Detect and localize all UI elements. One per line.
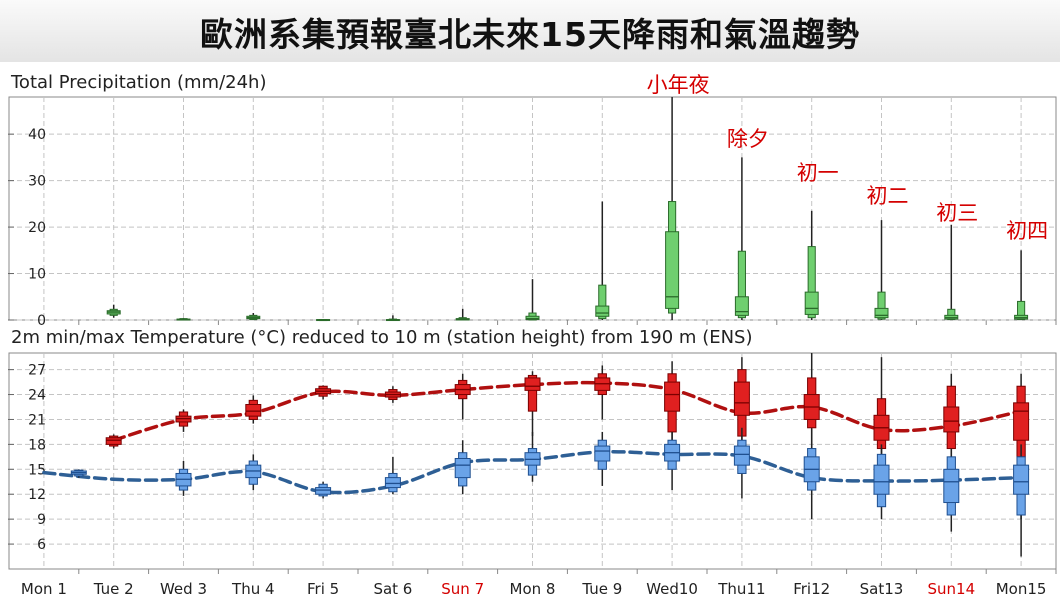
x-tick-label: Mon15 xyxy=(996,580,1047,596)
temp-min-box-inner xyxy=(943,468,960,504)
precip-annotation-label: 初一 xyxy=(797,161,839,185)
precip-annotation-label: 初三 xyxy=(936,201,978,225)
temp-y-tick-label: 24 xyxy=(28,388,46,404)
temp-y-tick-label: 6 xyxy=(37,537,46,553)
temperature-chart: 6 9 12 15 18 21 24 27 2m min/max Temperature (°C… xyxy=(8,327,1057,596)
precip-box-inner xyxy=(734,296,749,316)
precip-chart-title: Total Precipitation (mm/24h) xyxy=(10,72,266,93)
temp-max-box-outer xyxy=(527,374,538,412)
precip-box-inner xyxy=(804,291,819,315)
title-bar xyxy=(0,0,1060,62)
precip-y-tick-label: 30 xyxy=(28,174,46,190)
temp-min-box-inner xyxy=(733,445,750,466)
x-tick-label: Sat13 xyxy=(860,580,904,596)
x-tick-label: Sun14 xyxy=(927,580,975,596)
precip-box-outer xyxy=(877,291,886,320)
precip-box-inner xyxy=(874,307,889,319)
temp-max-box-inner xyxy=(664,381,681,412)
x-tick-label: Mon 8 xyxy=(510,580,556,596)
precip-y-tick-label: 0 xyxy=(37,313,46,329)
precip-annotation-label: 小年夜 xyxy=(647,73,710,97)
temp-min-box-inner xyxy=(1013,464,1030,495)
x-tick-label: Wed 3 xyxy=(160,580,207,596)
temp-y-tick-label: 15 xyxy=(28,462,46,478)
temp-max-box-inner xyxy=(105,437,122,445)
x-tick-label: Thu11 xyxy=(717,580,765,596)
temp-min-box-inner xyxy=(454,458,471,479)
temp-y-tick-label: 18 xyxy=(28,437,46,453)
temp-max-box-inner xyxy=(524,377,541,391)
precip-annotation-label: 初四 xyxy=(1006,219,1048,243)
precip-box-inner xyxy=(525,315,540,321)
temp-chart-title: 2m min/max Temperature (°C) reduced to 1… xyxy=(11,327,753,348)
x-tick-label: Fri 5 xyxy=(307,580,339,596)
precipitation-chart: 0 10 20 30 40 Total Precipitation (mm/24h) 小年夜… xyxy=(8,72,1057,329)
x-tick-label: Mon 1 xyxy=(21,580,67,596)
precip-annotation-label: 除夕 xyxy=(727,127,769,151)
temp-y-tick-label: 9 xyxy=(37,512,46,528)
temp-min-box-inner xyxy=(384,477,401,489)
x-tick-label: Sun 7 xyxy=(441,580,484,596)
precip-y-tick-label: 40 xyxy=(28,127,46,143)
x-tick-label: Sat 6 xyxy=(373,580,412,596)
temp-max-box-inner xyxy=(733,381,750,416)
precip-y-tick-label: 20 xyxy=(28,220,46,236)
x-tick-label: Tue 2 xyxy=(93,580,134,596)
precip-y-tick-label: 10 xyxy=(28,267,46,283)
temp-max-box-inner xyxy=(943,406,960,433)
temp-y-tick-label: 27 xyxy=(28,363,46,379)
temp-min-box-inner xyxy=(315,487,332,495)
precip-box-inner xyxy=(665,231,680,309)
x-tick-label: Wed10 xyxy=(646,580,698,596)
precip-box-inner xyxy=(595,305,610,317)
precip-annotation-label: 初二 xyxy=(867,184,909,208)
x-tick-label: Thu 4 xyxy=(231,580,275,596)
precip-box-outer xyxy=(598,284,607,320)
page-title: 歐洲系集預報臺北未來15天降雨和氣溫趨勢 xyxy=(200,15,860,54)
precip-box-outer xyxy=(737,250,746,319)
x-tick-label: Tue 9 xyxy=(581,580,622,596)
x-tick-label: Fri12 xyxy=(793,580,830,596)
temp-min-box-inner xyxy=(594,445,611,462)
temp-y-tick-label: 21 xyxy=(28,412,46,428)
precip-box-outer xyxy=(807,246,816,319)
temp-y-tick-label: 12 xyxy=(28,487,46,503)
temp-max-box-inner xyxy=(1013,402,1030,441)
temp-max-box-inner xyxy=(245,404,262,417)
temp-min-box-inner xyxy=(873,464,890,495)
